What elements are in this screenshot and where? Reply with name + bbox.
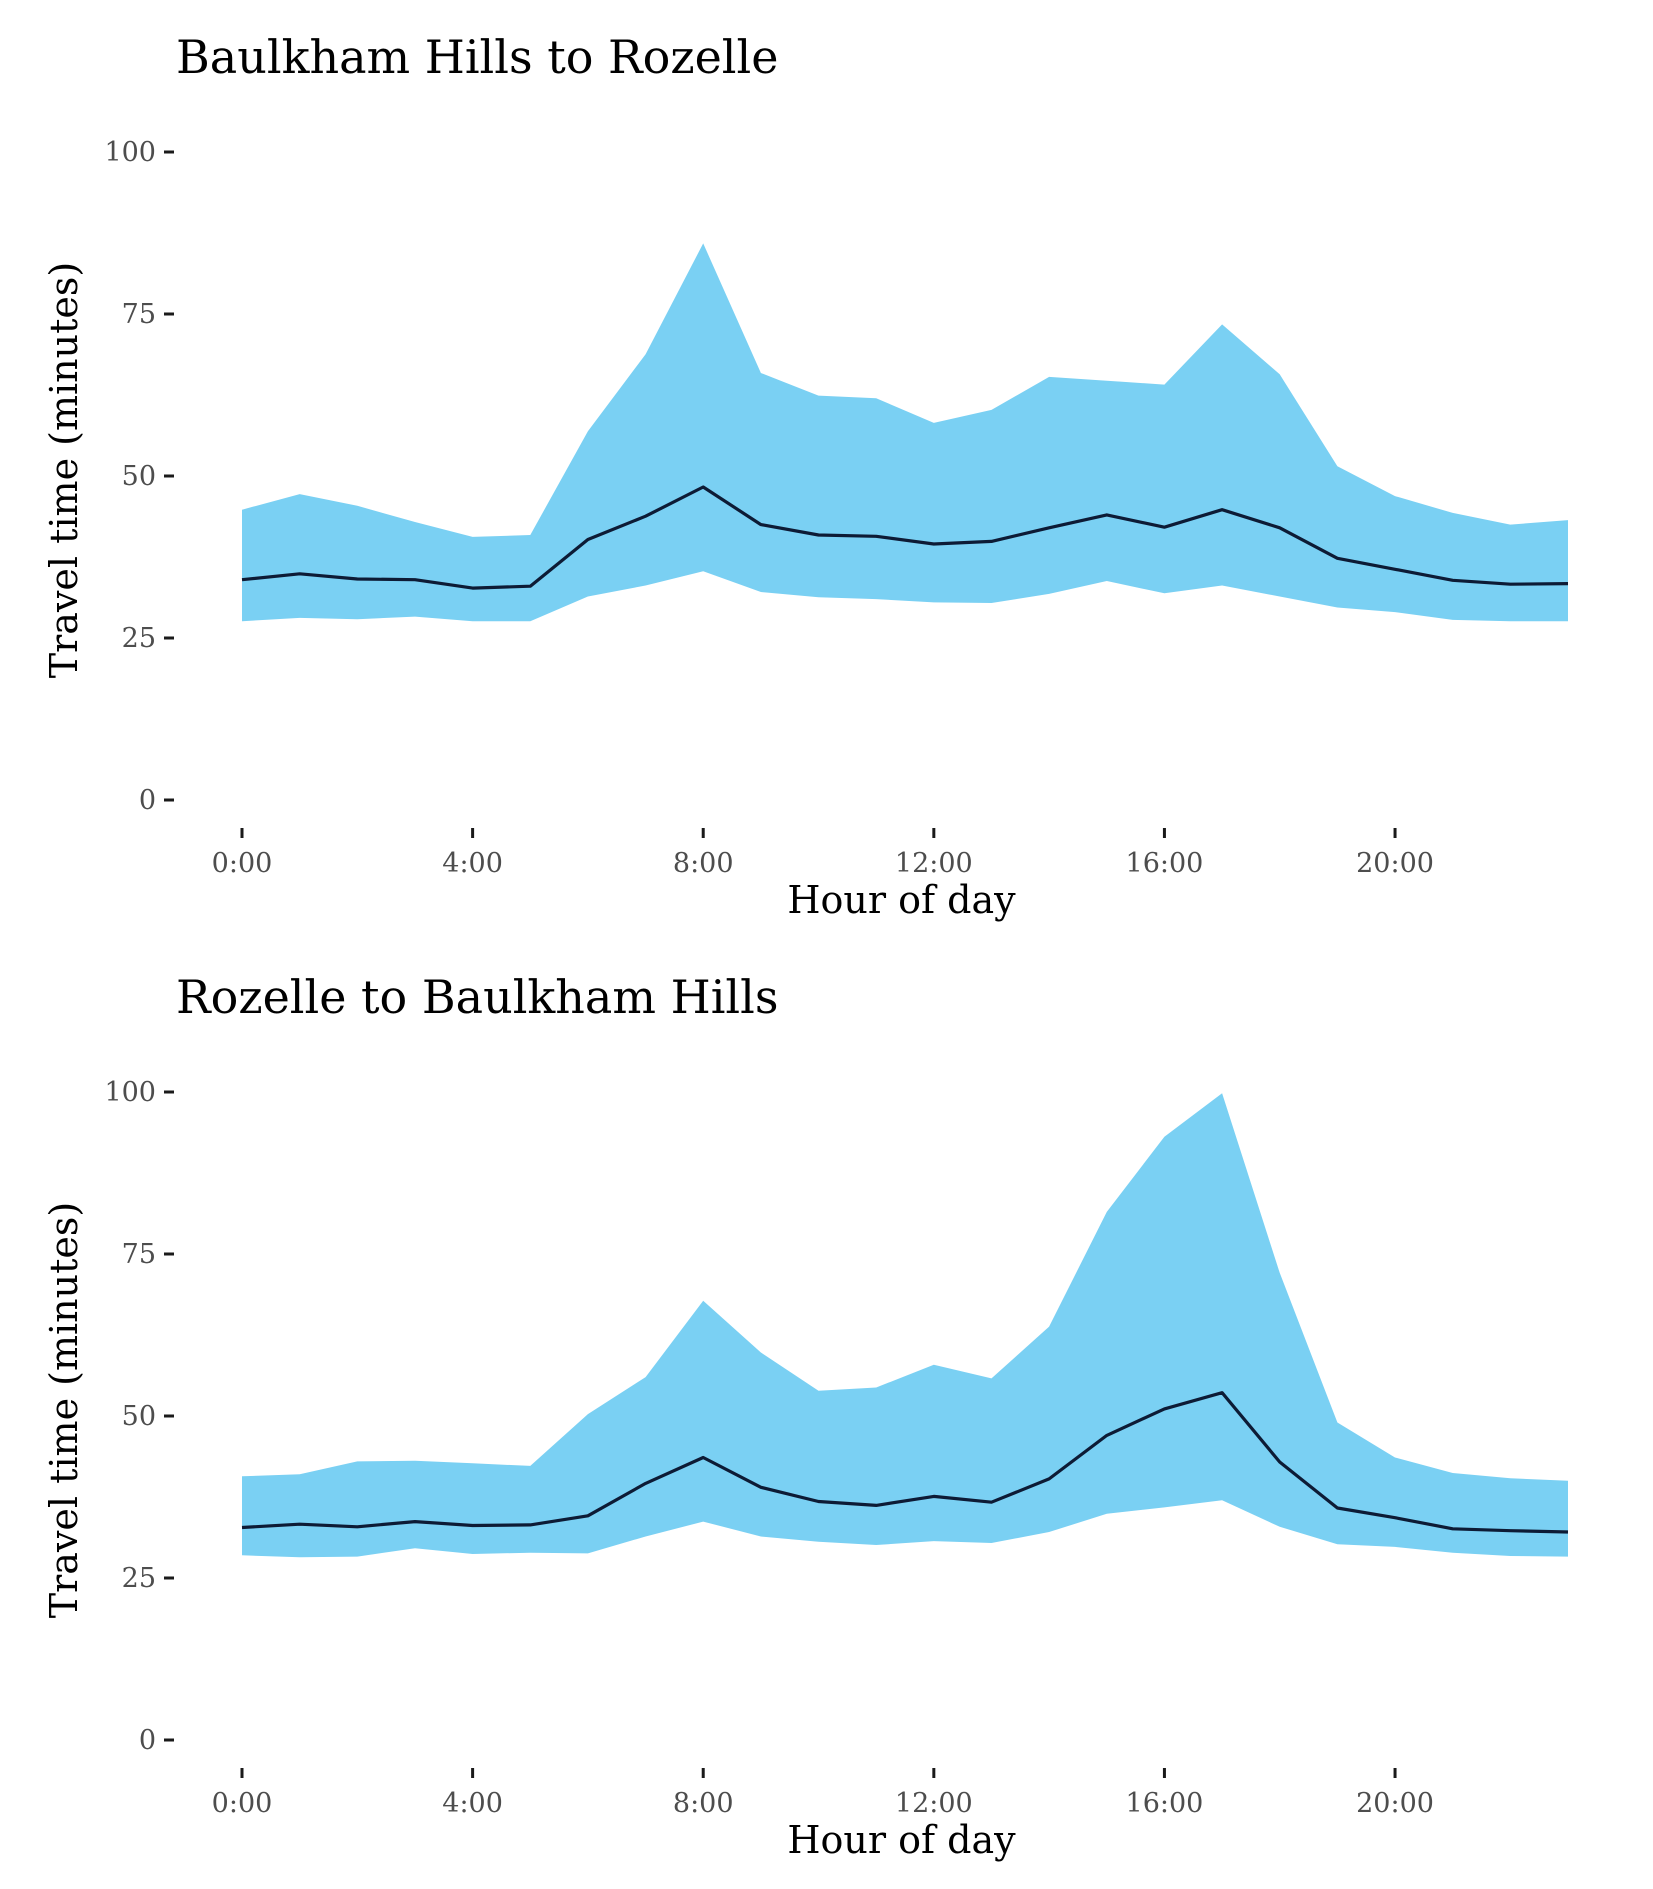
x-tick-label: 12:00: [895, 1788, 973, 1819]
x-tick-label: 0:00: [212, 1788, 273, 1819]
y-tick-label: 100: [104, 1077, 156, 1108]
y-axis-title: Travel time (minutes): [42, 261, 86, 679]
median-line: [241, 1391, 1569, 1534]
chart-panel-top: Baulkham Hills to Rozelle 0 25 50 75 100 0:00…: [0, 0, 1653, 940]
y-tick-label: 0: [139, 785, 156, 816]
y-tick-label: 25: [122, 1563, 156, 1594]
chart-panel-bottom: Rozelle to Baulkham Hills 0 25 50 75 100 0:00…: [0, 940, 1653, 1880]
y-tick-label: 75: [122, 299, 156, 330]
x-tick-label: 12:00: [895, 848, 973, 879]
y-tick-label: 0: [139, 1725, 156, 1756]
chart-title: Baulkham Hills to Rozelle: [176, 30, 779, 84]
x-tick-label: 16:00: [1126, 1788, 1204, 1819]
range-band: [242, 1093, 1568, 1558]
x-tick-label: 0:00: [212, 848, 273, 879]
y-tick-label: 100: [104, 137, 156, 168]
y-tick-label: 50: [122, 1401, 156, 1432]
x-axis-title: Hour of day: [787, 878, 1016, 922]
x-tick-label: 20:00: [1356, 1788, 1434, 1819]
x-tick-label: 16:00: [1126, 848, 1204, 879]
x-tick-label: 4:00: [442, 848, 503, 879]
x-tick-label: 8:00: [673, 1788, 734, 1819]
y-axis-title: Travel time (minutes): [42, 1201, 86, 1619]
x-tick-label: 4:00: [442, 1788, 503, 1819]
chart-plot: 0 25 50 75 100 0:00 4:00 8:00 12:00 16:00 20:00: [104, 1077, 1569, 1819]
range-band: [242, 243, 1568, 622]
x-tick-label: 20:00: [1356, 848, 1434, 879]
x-axis-title: Hour of day: [787, 1818, 1016, 1862]
median-line: [241, 485, 1569, 590]
chart-plot: 0 25 50 75 100 0:00 4:00 8:00 12:00 16:00 20:00: [104, 137, 1569, 879]
x-tick-label: 8:00: [673, 848, 734, 879]
y-tick-label: 50: [122, 461, 156, 492]
y-tick-label: 25: [122, 623, 156, 654]
chart-title: Rozelle to Baulkham Hills: [176, 970, 779, 1024]
y-tick-label: 75: [122, 1239, 156, 1270]
